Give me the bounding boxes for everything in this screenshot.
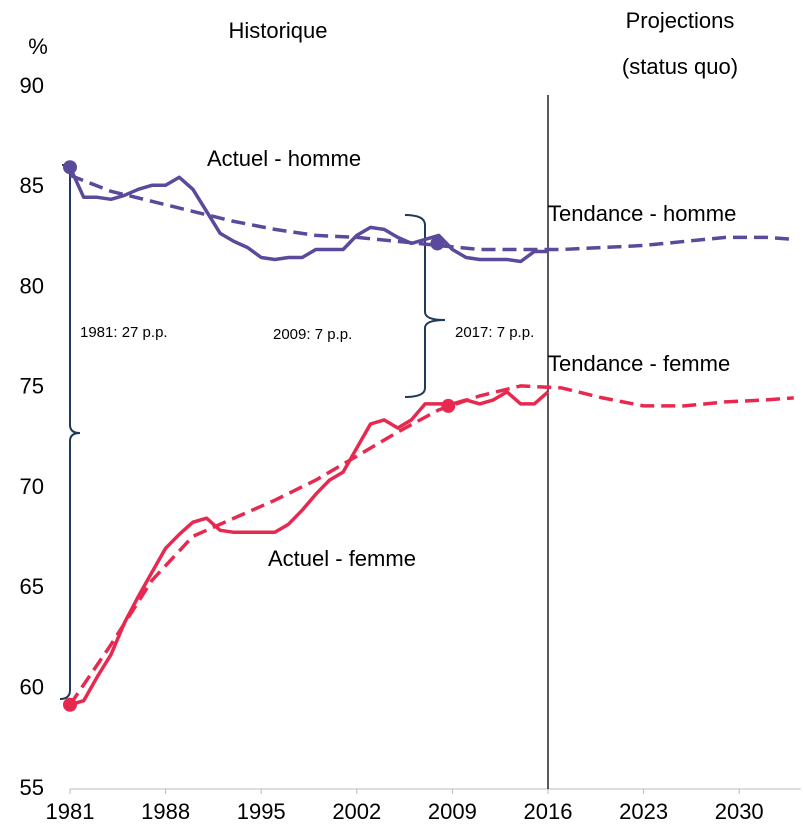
x-tick-label: 1995 (237, 799, 286, 824)
brace-2009 (404, 214, 446, 398)
series-label: Tendance - femme (548, 351, 730, 376)
series-label: Tendance - homme (548, 201, 736, 226)
annotation: Projections (626, 8, 735, 33)
annotation: (status quo) (622, 54, 738, 79)
y-tick-label: 55 (20, 775, 44, 800)
annotation: Historique (228, 18, 327, 43)
series-line (69, 173, 794, 252)
marker (63, 697, 77, 712)
x-tick-label: 1988 (141, 799, 190, 824)
series-label: Actuel - femme (268, 546, 416, 571)
y-tick-label: 75 (20, 374, 44, 399)
x-tick-label: 2023 (619, 799, 668, 824)
y-tick-label: 70 (20, 474, 44, 499)
x-tick-label: 2009 (428, 799, 477, 824)
marker (441, 398, 456, 413)
x-tick-label: 2002 (332, 799, 381, 824)
y-tick-label: 60 (20, 675, 44, 700)
x-tick-label: 1981 (46, 799, 95, 824)
annotation: 2017: 7 p.p. (455, 324, 534, 341)
brace-1981 (59, 164, 81, 700)
annotation: 1981: 27 p.p. (80, 324, 168, 341)
series-line (68, 166, 548, 264)
y-tick-label: 85 (20, 173, 44, 198)
marker (63, 160, 77, 175)
y-tick-label: 90 (20, 73, 44, 98)
y-unit: % (28, 34, 48, 59)
x-tick-label: 2016 (524, 799, 573, 824)
series-label: Actuel - homme (207, 146, 361, 171)
y-tick-label: 80 (20, 273, 44, 298)
annotation: 2009: 7 p.p. (273, 326, 352, 343)
x-tick-label: 2030 (715, 799, 764, 824)
marker (430, 236, 445, 251)
series-line (68, 384, 794, 706)
y-tick-label: 65 (20, 574, 44, 599)
